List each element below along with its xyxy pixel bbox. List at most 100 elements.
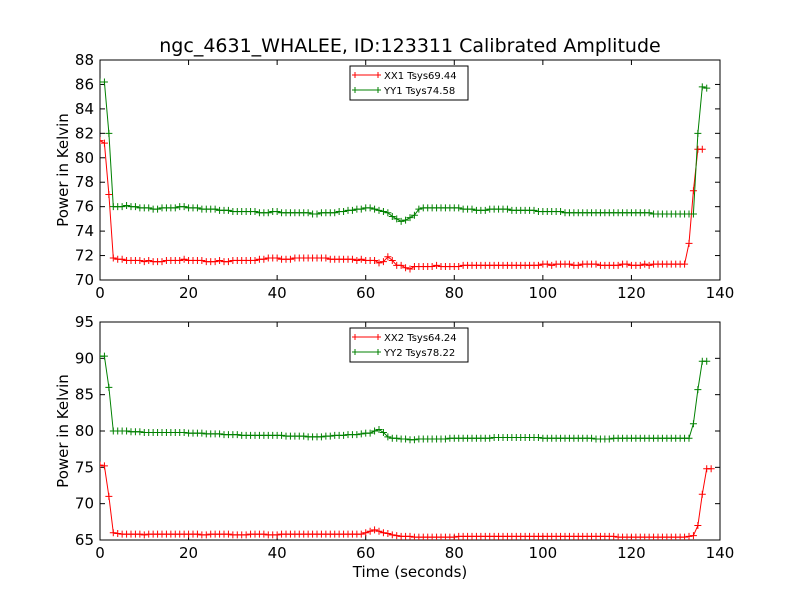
data-point [689, 420, 697, 428]
data-point [331, 209, 339, 217]
data-point [397, 261, 405, 269]
data-point [455, 204, 463, 212]
data-point [681, 533, 689, 540]
data-point [645, 209, 653, 217]
data-point [371, 256, 379, 264]
legend-marker [375, 349, 381, 355]
data-point [100, 352, 108, 360]
legend-label: YY2 Tsys78.22 [383, 348, 455, 359]
data-point [105, 383, 113, 391]
y-tick-label: 75 [75, 458, 94, 476]
data-point [278, 431, 286, 439]
data-point [645, 261, 653, 269]
data-point [455, 263, 463, 271]
data-point [140, 531, 148, 539]
data-point [357, 430, 365, 438]
data-point [180, 203, 188, 211]
data-point [397, 217, 405, 225]
data-point [198, 256, 206, 264]
data-point [131, 203, 139, 211]
y-tick-label: 76 [75, 198, 94, 216]
data-point [176, 256, 184, 264]
data-point [109, 254, 117, 262]
data-point [180, 428, 188, 436]
data-point [588, 434, 596, 442]
data-point [565, 260, 573, 268]
data-point [366, 429, 374, 437]
y-tick-label: 72 [75, 247, 94, 265]
x-tick-label: 60 [356, 544, 375, 562]
legend-label: XX2 Tsys64.24 [384, 333, 457, 344]
y-tick-label: 85 [75, 386, 94, 404]
data-point [260, 530, 268, 538]
x-tick-label: 80 [445, 284, 464, 302]
data-point [136, 530, 144, 538]
data-point [100, 462, 108, 470]
data-point [216, 430, 224, 438]
data-point [304, 209, 312, 217]
data-point [450, 533, 458, 540]
data-point [322, 254, 330, 262]
data-point [574, 261, 582, 269]
data-point [592, 260, 600, 268]
data-point [371, 526, 379, 534]
data-point [300, 432, 308, 440]
legend: XX1 Tsys69.44 YY1 Tsys74.58 [349, 65, 469, 101]
data-point [433, 261, 441, 269]
data-point [402, 216, 410, 224]
data-point [623, 260, 631, 268]
data-point [357, 255, 365, 263]
data-point [193, 530, 201, 538]
y-axis-label: Power in Kelvin [54, 374, 72, 488]
x-tick-label: 60 [356, 284, 375, 302]
data-point [406, 214, 414, 222]
x-tick-label: 140 [706, 284, 735, 302]
x-tick-label: 20 [179, 284, 198, 302]
data-point [689, 187, 697, 195]
data-point [698, 490, 706, 498]
data-point [216, 256, 224, 264]
data-point [357, 530, 365, 538]
data-point [105, 190, 113, 198]
data-point [557, 208, 565, 216]
x-axis-label: Time (seconds) [352, 563, 468, 581]
data-point [233, 431, 241, 439]
data-point [145, 256, 153, 264]
data-point [393, 215, 401, 223]
data-point [503, 205, 511, 213]
data-point [375, 527, 383, 535]
legend-marker [352, 334, 358, 340]
data-point [641, 260, 649, 268]
top-panel: 0 20 40 60 80 100 120 140 70 72 74 76 78 80 82 84 86 88 Po… [54, 51, 734, 302]
data-point [393, 532, 401, 540]
data-point [211, 258, 219, 266]
data-point [614, 261, 622, 269]
data-point [340, 431, 348, 439]
data-point [393, 434, 401, 442]
data-point [180, 255, 188, 263]
data-point [388, 212, 396, 220]
y-tick-label: 70 [75, 271, 94, 289]
data-point [100, 137, 104, 145]
data-point [698, 83, 706, 91]
data-point [402, 264, 410, 272]
data-point [109, 529, 117, 537]
data-point [441, 435, 449, 443]
data-point [371, 205, 379, 213]
series-xx [100, 137, 706, 273]
y-tick-label: 80 [75, 422, 94, 440]
data-point [707, 465, 715, 473]
x-tick-label: 40 [268, 284, 287, 302]
data-point [136, 428, 144, 436]
data-point [379, 258, 387, 266]
data-point [264, 209, 272, 217]
data-point [410, 436, 418, 444]
data-point [384, 433, 392, 441]
data-point [548, 261, 556, 269]
x-tick-label: 100 [529, 284, 558, 302]
data-point [375, 206, 383, 214]
chart-title: ngc_4631_WHALEE, ID:123311 Calibrated Am… [159, 35, 660, 57]
data-point [313, 210, 321, 218]
legend-marker [352, 87, 358, 93]
data-point [694, 386, 702, 394]
